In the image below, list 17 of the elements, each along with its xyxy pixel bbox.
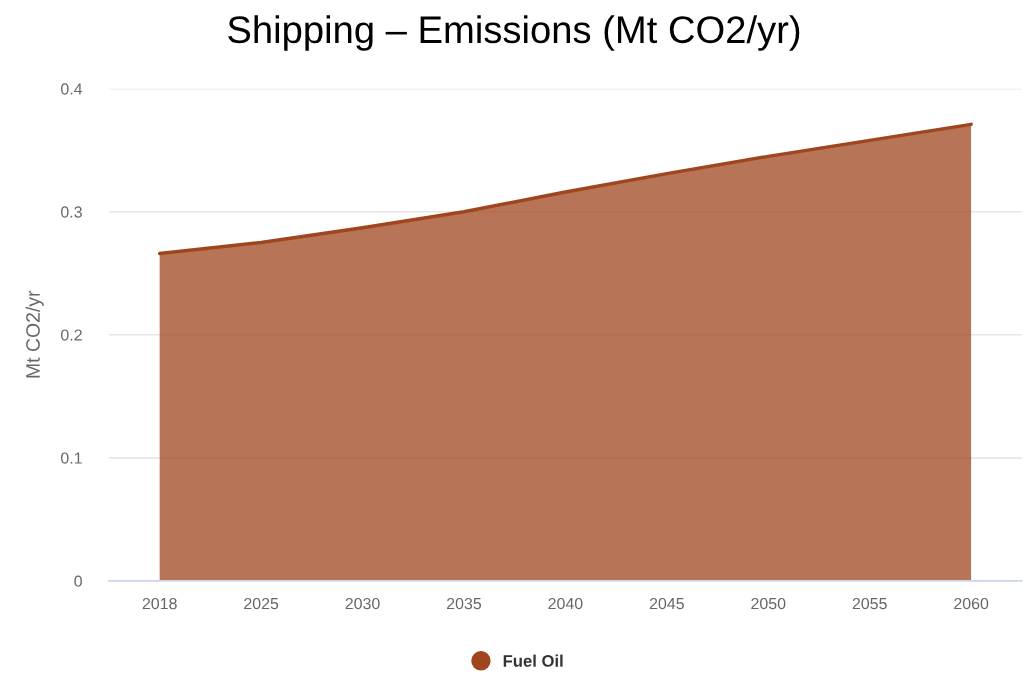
y-tick-label: 0.4 (61, 83, 83, 95)
x-tick-label: 2018 (142, 597, 177, 610)
x-tick-label: 2030 (345, 597, 380, 610)
y-tick-label: 0.2 (61, 329, 82, 341)
x-tick-label: 2060 (954, 597, 989, 610)
x-tick-label: 2055 (852, 597, 887, 610)
y-axis-title: Mt CO2/yr (25, 290, 44, 378)
x-tick-label: 2040 (548, 597, 583, 610)
x-tick-label: 2050 (751, 597, 786, 610)
x-tick-label: 2045 (649, 597, 684, 610)
x-tick-label: 2035 (447, 597, 482, 610)
y-tick-label: 0 (74, 575, 82, 587)
chart-title: Shipping – Emissions (Mt CO2/yr) (228, 15, 800, 51)
legend-label: Fuel Oil (503, 654, 563, 667)
y-tick-label: 0.3 (61, 206, 82, 218)
x-tick-label: 2025 (244, 597, 279, 610)
y-tick-label: 0.1 (61, 452, 82, 464)
